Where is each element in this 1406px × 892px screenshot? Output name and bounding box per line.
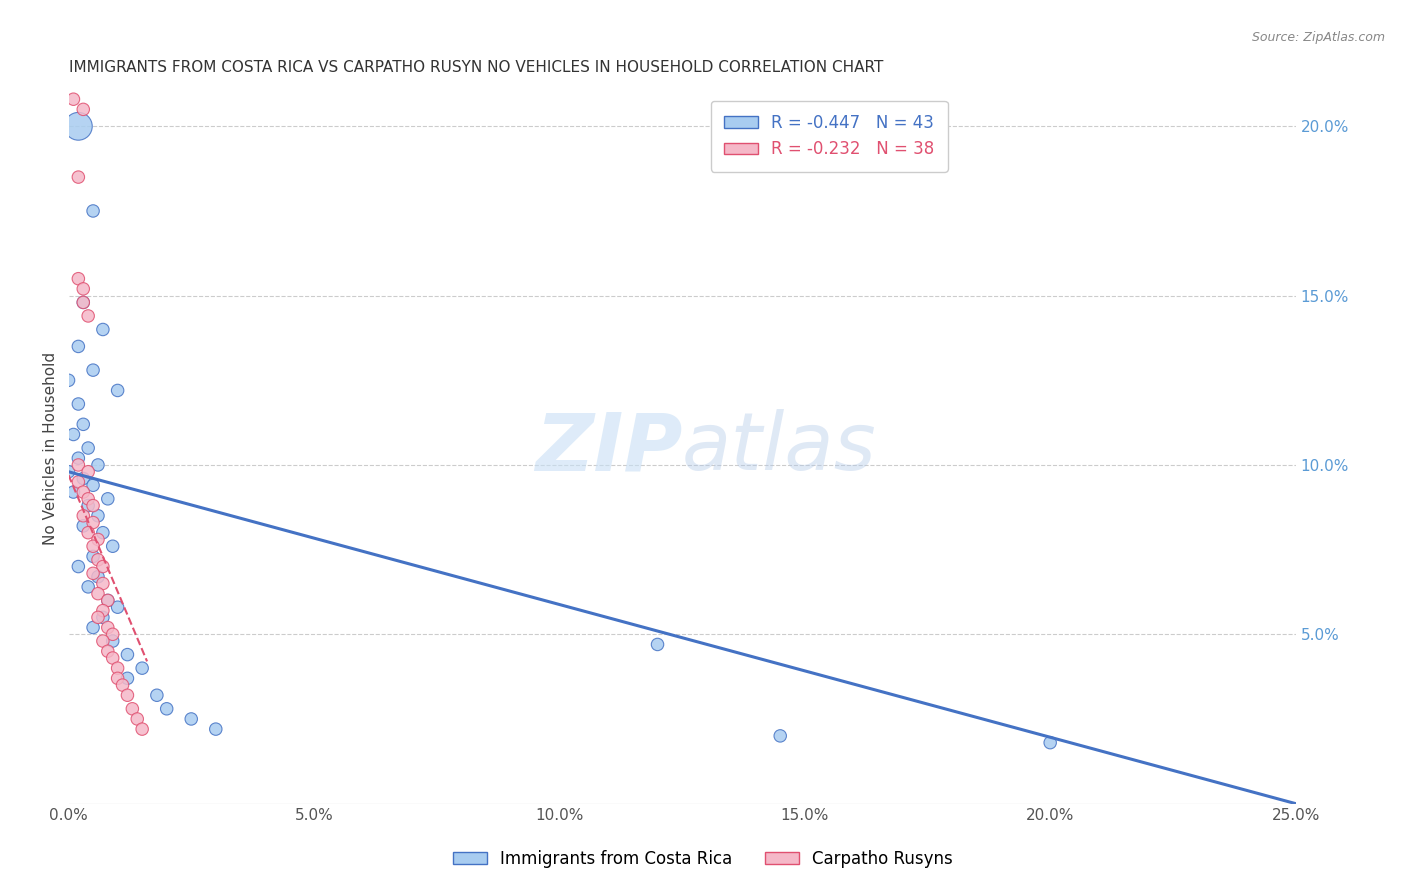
- Point: [97, 644, 120, 658]
- Point: [91, 559, 114, 574]
- Point: [77, 441, 100, 455]
- Point: [77, 465, 100, 479]
- Point: [91, 610, 114, 624]
- Point: [67, 475, 90, 489]
- Point: [1039, 736, 1062, 750]
- Point: [117, 688, 139, 702]
- Point: [82, 204, 104, 219]
- Point: [97, 491, 120, 506]
- Point: [72, 295, 94, 310]
- Point: [82, 549, 104, 564]
- Point: [72, 508, 94, 523]
- Point: [82, 539, 104, 553]
- Point: [107, 384, 129, 398]
- Point: [107, 661, 129, 675]
- Point: [101, 634, 124, 648]
- Point: [67, 339, 90, 353]
- Legend: Immigrants from Costa Rica, Carpatho Rusyns: Immigrants from Costa Rica, Carpatho Rus…: [447, 844, 959, 875]
- Y-axis label: No Vehicles in Household: No Vehicles in Household: [44, 351, 58, 545]
- Text: Source: ZipAtlas.com: Source: ZipAtlas.com: [1251, 31, 1385, 45]
- Text: ZIP: ZIP: [534, 409, 682, 487]
- Point: [87, 587, 110, 601]
- Point: [101, 651, 124, 665]
- Point: [117, 671, 139, 685]
- Point: [91, 604, 114, 618]
- Point: [91, 634, 114, 648]
- Point: [121, 702, 143, 716]
- Point: [67, 559, 90, 574]
- Point: [82, 499, 104, 513]
- Point: [72, 417, 94, 432]
- Point: [131, 722, 153, 736]
- Point: [107, 671, 129, 685]
- Point: [72, 103, 94, 117]
- Point: [91, 525, 114, 540]
- Point: [87, 508, 110, 523]
- Point: [87, 533, 110, 547]
- Point: [72, 282, 94, 296]
- Point: [62, 92, 84, 106]
- Point: [91, 576, 114, 591]
- Point: [67, 397, 90, 411]
- Point: [82, 363, 104, 377]
- Point: [204, 722, 226, 736]
- Legend: R = -0.447   N = 43, R = -0.232   N = 38: R = -0.447 N = 43, R = -0.232 N = 38: [711, 101, 948, 172]
- Point: [647, 637, 669, 651]
- Point: [131, 661, 153, 675]
- Point: [58, 465, 80, 479]
- Point: [67, 451, 90, 466]
- Point: [67, 271, 90, 285]
- Point: [97, 593, 120, 607]
- Point: [87, 553, 110, 567]
- Point: [72, 471, 94, 485]
- Point: [91, 322, 114, 336]
- Point: [107, 600, 129, 615]
- Point: [97, 593, 120, 607]
- Point: [146, 688, 169, 702]
- Point: [101, 539, 124, 553]
- Point: [82, 516, 104, 530]
- Point: [67, 120, 90, 134]
- Point: [111, 678, 134, 692]
- Point: [77, 309, 100, 323]
- Point: [67, 458, 90, 472]
- Point: [72, 485, 94, 500]
- Point: [87, 570, 110, 584]
- Point: [72, 519, 94, 533]
- Point: [72, 295, 94, 310]
- Point: [77, 499, 100, 513]
- Point: [180, 712, 202, 726]
- Point: [77, 491, 100, 506]
- Point: [127, 712, 149, 726]
- Point: [87, 458, 110, 472]
- Point: [87, 610, 110, 624]
- Point: [117, 648, 139, 662]
- Point: [82, 478, 104, 492]
- Text: atlas: atlas: [682, 409, 877, 487]
- Text: IMMIGRANTS FROM COSTA RICA VS CARPATHO RUSYN NO VEHICLES IN HOUSEHOLD CORRELATIO: IMMIGRANTS FROM COSTA RICA VS CARPATHO R…: [69, 60, 883, 75]
- Point: [62, 485, 84, 500]
- Point: [77, 580, 100, 594]
- Point: [58, 373, 80, 387]
- Point: [82, 566, 104, 581]
- Point: [77, 525, 100, 540]
- Point: [62, 427, 84, 442]
- Point: [97, 620, 120, 634]
- Point: [101, 627, 124, 641]
- Point: [156, 702, 179, 716]
- Point: [67, 170, 90, 185]
- Point: [769, 729, 792, 743]
- Point: [82, 620, 104, 634]
